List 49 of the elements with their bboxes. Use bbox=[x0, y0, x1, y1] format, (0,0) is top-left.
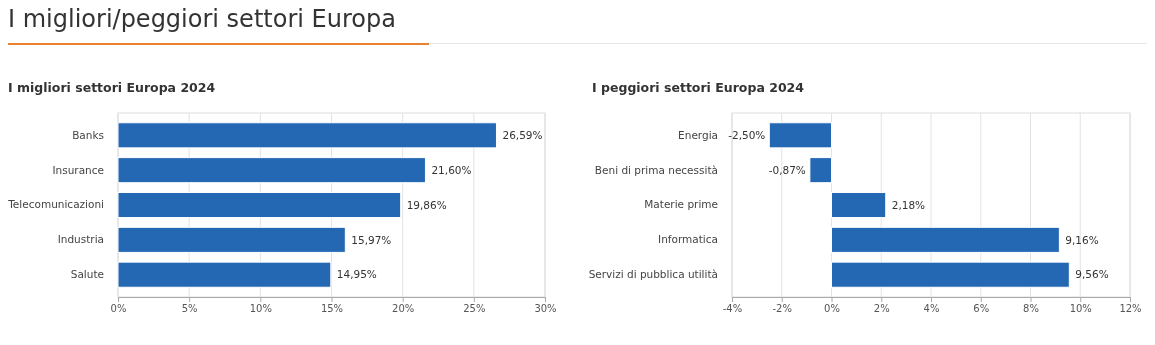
data-label: 2,18% bbox=[891, 198, 926, 211]
bar bbox=[831, 261, 1070, 288]
data-label: 26,59% bbox=[502, 128, 543, 141]
y-tick-label: Insurance bbox=[52, 163, 104, 176]
x-tick-label: 30% bbox=[534, 303, 557, 315]
x-tick-label: 10% bbox=[249, 303, 272, 315]
bar bbox=[831, 226, 1060, 253]
bar bbox=[831, 191, 887, 219]
data-label: 21,60% bbox=[431, 163, 472, 176]
y-tick-label: Energia bbox=[678, 128, 718, 141]
y-tick-label: Servizi di pubblica utilità bbox=[588, 268, 718, 281]
x-tick-label: 6% bbox=[973, 303, 990, 315]
x-tick-label: 2% bbox=[873, 303, 890, 315]
data-label: 9,16% bbox=[1065, 233, 1099, 246]
x-tick-label: 4% bbox=[923, 303, 940, 315]
data-label: 9,56% bbox=[1075, 268, 1109, 281]
bar bbox=[117, 157, 426, 184]
bar bbox=[768, 122, 832, 149]
x-tick-label: 5% bbox=[181, 303, 198, 315]
bar bbox=[117, 261, 332, 288]
x-tick-label: 0% bbox=[110, 303, 127, 315]
x-tick-label: 20% bbox=[392, 303, 415, 315]
bar bbox=[117, 226, 346, 253]
bar bbox=[809, 157, 832, 184]
y-tick-label: Telecomunicazioni bbox=[7, 198, 104, 211]
y-tick-label: Beni di prima necessità bbox=[594, 163, 718, 176]
x-tick-label: 12% bbox=[1119, 303, 1142, 315]
y-tick-label: Salute bbox=[70, 268, 104, 281]
chart-title: I peggiori settori Europa 2024 bbox=[592, 80, 805, 95]
x-tick-label: 0% bbox=[824, 303, 840, 315]
data-label: 14,95% bbox=[336, 268, 377, 281]
data-label: -0,87% bbox=[768, 163, 806, 176]
x-tick-label: 10% bbox=[1069, 303, 1092, 315]
x-tick-label: 15% bbox=[320, 303, 344, 315]
chart-subtitle: I migliori settori Europa 2024 bbox=[8, 80, 216, 95]
data-label: 15,97% bbox=[351, 233, 392, 246]
x-tick-label: 25% bbox=[463, 303, 486, 315]
y-tick-label: Materie prime bbox=[644, 198, 718, 211]
x-tick-label: -4% bbox=[722, 303, 743, 315]
y-tick-label: Informatica bbox=[658, 233, 718, 246]
chart-title: I migliori/peggiori settori Europa bbox=[8, 5, 396, 33]
x-tick-label: 8% bbox=[1023, 303, 1039, 315]
y-tick-label: Banks bbox=[72, 128, 104, 141]
bar bbox=[117, 122, 497, 149]
bar bbox=[117, 191, 402, 219]
data-label: 19,86% bbox=[406, 198, 447, 211]
x-tick-label: -2% bbox=[772, 303, 792, 315]
data-label: -2,50% bbox=[728, 128, 766, 141]
y-tick-label: Industria bbox=[57, 233, 104, 246]
